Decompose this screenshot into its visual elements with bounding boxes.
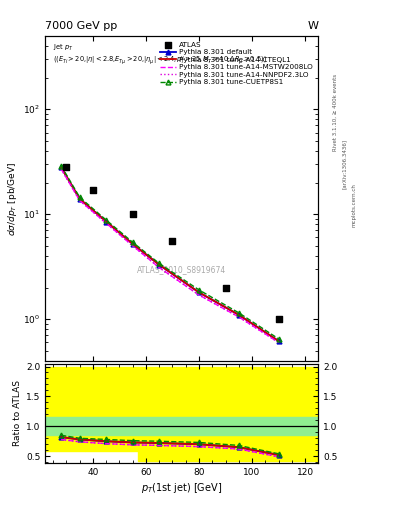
Pythia 8.301 tune-A14-CTEQL1: [276, 338, 281, 344]
Pythia 8.301 tune-A14-MSTW2008LO: [130, 243, 135, 249]
Bar: [191, 367, 318, 461]
Text: ATLAS_2010_S8919674: ATLAS_2010_S8919674: [137, 265, 226, 274]
Pythia 8.301 tune-CUETP8S1: [104, 217, 108, 223]
Pythia 8.301 default: [130, 241, 135, 247]
Bar: [138, 367, 191, 461]
Pythia 8.301 tune-CUETP8S1: [157, 260, 162, 266]
Pythia 8.301 tune-A14-CTEQL1: [130, 241, 135, 247]
ATLAS: [63, 163, 70, 172]
Pythia 8.301 default: [237, 312, 241, 318]
Text: W: W: [307, 21, 318, 31]
Pythia 8.301 tune-A14-MSTW2008LO: [104, 220, 108, 226]
Pythia 8.301 tune-A14-CTEQL1: [59, 164, 63, 170]
X-axis label: $p_{T}$(1st jet) [GeV]: $p_{T}$(1st jet) [GeV]: [141, 481, 222, 496]
ATLAS: [275, 315, 282, 323]
Bar: [138, 417, 191, 435]
Pythia 8.301 tune-CUETP8S1: [130, 239, 135, 245]
Pythia 8.301 default: [276, 338, 281, 344]
Pythia 8.301 tune-A14-NNPDF2.3LO: [130, 243, 135, 249]
ATLAS: [222, 284, 229, 292]
Pythia 8.301 tune-A14-MSTW2008LO: [157, 265, 162, 271]
Line: Pythia 8.301 tune-A14-CTEQL1: Pythia 8.301 tune-A14-CTEQL1: [61, 167, 279, 341]
Pythia 8.301 tune-A14-CTEQL1: [157, 262, 162, 268]
Pythia 8.301 tune-CUETP8S1: [237, 310, 241, 316]
Bar: [85, 417, 138, 435]
Legend: ATLAS, Pythia 8.301 default, Pythia 8.301 tune-A14-CTEQL1, Pythia 8.301 tune-A14: ATLAS, Pythia 8.301 default, Pythia 8.30…: [158, 39, 315, 88]
Pythia 8.301 default: [59, 164, 63, 170]
Pythia 8.301 tune-A14-MSTW2008LO: [196, 292, 201, 298]
Line: Pythia 8.301 tune-CUETP8S1: Pythia 8.301 tune-CUETP8S1: [59, 163, 281, 342]
Line: Pythia 8.301 default: Pythia 8.301 default: [59, 165, 281, 344]
Pythia 8.301 tune-A14-CTEQL1: [196, 289, 201, 295]
Pythia 8.301 default: [157, 262, 162, 268]
Text: [arXiv:1306.3436]: [arXiv:1306.3436]: [342, 139, 347, 189]
Text: Jet $p_{T}$ (($E_{Ti}$$>$20,$|\eta|$$<$2.8,$E_{T\mu}$$>$20,$|\eta_{\mu}|$$<$2.4,: Jet $p_{T}$ (($E_{Ti}$$>$20,$|\eta|$$<$2…: [53, 42, 267, 67]
Text: Rivet 3.1.10, ≥ 400k events: Rivet 3.1.10, ≥ 400k events: [333, 74, 338, 151]
Pythia 8.301 tune-A14-NNPDF2.3LO: [104, 220, 108, 226]
Pythia 8.301 tune-A14-NNPDF2.3LO: [196, 292, 201, 298]
Bar: [85, 367, 138, 452]
Text: 7000 GeV pp: 7000 GeV pp: [45, 21, 118, 31]
Pythia 8.301 tune-A14-NNPDF2.3LO: [77, 198, 82, 204]
Pythia 8.301 default: [104, 219, 108, 225]
Pythia 8.301 tune-CUETP8S1: [196, 287, 201, 293]
Pythia 8.301 tune-A14-MSTW2008LO: [77, 198, 82, 204]
ATLAS: [169, 238, 176, 246]
Pythia 8.301 tune-A14-MSTW2008LO: [59, 166, 63, 172]
Pythia 8.301 tune-A14-NNPDF2.3LO: [276, 339, 281, 346]
Pythia 8.301 tune-A14-CTEQL1: [237, 312, 241, 318]
Line: Pythia 8.301 tune-A14-MSTW2008LO: Pythia 8.301 tune-A14-MSTW2008LO: [61, 169, 279, 343]
Pythia 8.301 tune-A14-NNPDF2.3LO: [59, 166, 63, 172]
Pythia 8.301 tune-A14-NNPDF2.3LO: [237, 314, 241, 320]
Pythia 8.301 tune-A14-CTEQL1: [77, 196, 82, 202]
Bar: [45, 417, 85, 435]
Line: Pythia 8.301 tune-A14-NNPDF2.3LO: Pythia 8.301 tune-A14-NNPDF2.3LO: [61, 169, 279, 343]
Y-axis label: Ratio to ATLAS: Ratio to ATLAS: [13, 380, 22, 446]
Text: mcplots.cern.ch: mcplots.cern.ch: [351, 183, 356, 227]
ATLAS: [90, 186, 96, 194]
Pythia 8.301 tune-CUETP8S1: [276, 336, 281, 342]
Pythia 8.301 tune-A14-MSTW2008LO: [276, 339, 281, 346]
Pythia 8.301 default: [77, 196, 82, 202]
Bar: [191, 417, 318, 435]
Bar: [45, 367, 85, 452]
Pythia 8.301 tune-A14-NNPDF2.3LO: [157, 265, 162, 271]
Pythia 8.301 default: [196, 289, 201, 295]
Y-axis label: $d\sigma/dp_{T}$ [pb/GeV]: $d\sigma/dp_{T}$ [pb/GeV]: [6, 161, 19, 236]
Pythia 8.301 tune-CUETP8S1: [59, 163, 63, 169]
Pythia 8.301 tune-CUETP8S1: [77, 194, 82, 200]
Pythia 8.301 tune-A14-CTEQL1: [104, 219, 108, 225]
Pythia 8.301 tune-A14-MSTW2008LO: [237, 314, 241, 320]
ATLAS: [130, 210, 136, 218]
